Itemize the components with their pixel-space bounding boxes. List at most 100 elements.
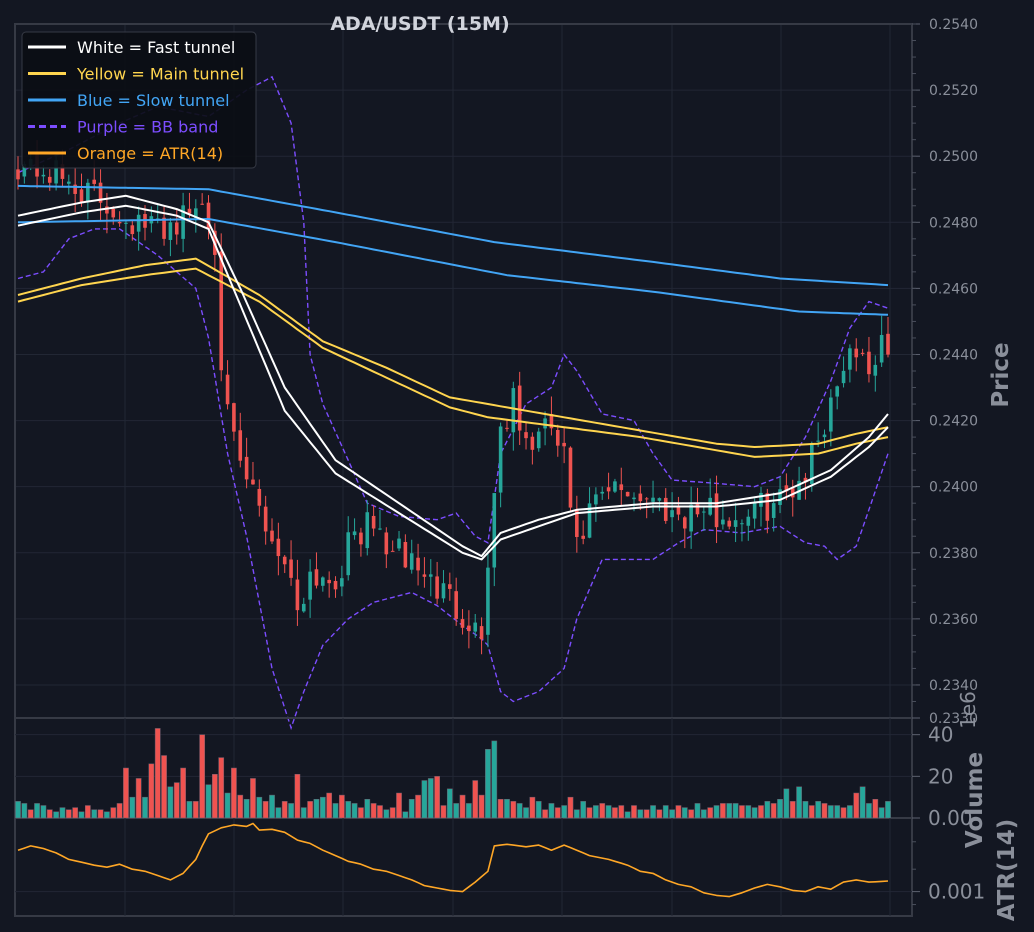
volume-bar: [847, 805, 853, 819]
volume-bar: [694, 803, 701, 819]
atr-line: [17, 822, 889, 898]
volume-bar: [110, 807, 117, 819]
candle: [460, 609, 465, 635]
candle-body: [187, 208, 192, 214]
candle: [467, 610, 471, 649]
candle-body: [238, 430, 243, 461]
candle: [657, 497, 662, 512]
candle-body: [473, 622, 478, 632]
candle-body: [79, 189, 84, 203]
candle-body: [327, 579, 331, 584]
candle-body: [638, 493, 643, 502]
fast-tunnel-upper-line: [17, 194, 889, 558]
candle-body: [124, 222, 128, 224]
volume-bar: [808, 805, 815, 819]
candle: [181, 192, 185, 253]
candle: [409, 539, 414, 574]
legend: White = Fast tunnel Yellow = Main tunnel B…: [21, 31, 257, 169]
candle-body: [498, 426, 503, 493]
volume-bar: [78, 811, 85, 819]
volume-bar: [485, 749, 491, 819]
volume-bar: [618, 805, 625, 819]
volume-bar: [631, 805, 637, 819]
candle-body: [263, 506, 268, 532]
volume-bars: [15, 728, 891, 819]
candle-body: [867, 351, 871, 375]
volume-bar: [859, 786, 866, 819]
candle-body: [371, 515, 376, 529]
volume-bar: [554, 807, 561, 819]
volume-bar: [402, 811, 409, 819]
candle: [321, 576, 325, 592]
volume-bar: [440, 805, 447, 819]
price-axis: 0.2540 0.2520 0.2500 0.2480 0.2460 0.2440 0.24…: [912, 17, 978, 727]
candle-body: [657, 498, 662, 501]
candle-body: [467, 625, 471, 631]
volume-bar: [878, 807, 885, 819]
candle: [340, 565, 344, 597]
volume-bar: [408, 799, 415, 819]
candle-body: [390, 550, 395, 552]
volume-bar: [827, 805, 834, 819]
volume-axis: 0.00 20 40: [912, 723, 973, 830]
volume-bar: [364, 799, 371, 819]
candle-body: [174, 222, 179, 235]
candle: [378, 509, 382, 531]
volume-bar: [161, 755, 167, 819]
price-tick-label-6: 0.2420: [929, 414, 978, 430]
volume-bar: [85, 805, 91, 819]
slow-tunnel-upper-line: [17, 184, 889, 287]
candle: [784, 473, 789, 501]
candle-body: [809, 443, 814, 485]
volume-bar: [142, 796, 148, 819]
volume-bar: [262, 801, 269, 819]
volume-bar: [300, 807, 307, 819]
candle-body: [111, 208, 116, 218]
volume-bar: [389, 807, 396, 819]
candle: [867, 336, 871, 383]
volume-bar: [173, 782, 180, 819]
volume-bar: [497, 799, 504, 819]
candle: [333, 576, 338, 598]
volume-bar: [637, 809, 644, 819]
candle-body: [790, 488, 795, 498]
candle-body: [67, 181, 71, 184]
candle: [568, 446, 573, 512]
candle-body: [778, 489, 782, 505]
candle: [689, 486, 693, 549]
volume-bar: [529, 796, 536, 819]
candle-body: [365, 512, 370, 549]
candle: [263, 495, 268, 545]
candle-body: [759, 492, 763, 507]
candle-body: [340, 578, 344, 587]
candle-body: [663, 497, 668, 521]
candle-body: [86, 182, 90, 203]
price-tick-label-10: 0.2340: [929, 678, 978, 694]
volume-bar: [643, 809, 650, 819]
candle: [886, 317, 890, 358]
candle-body: [530, 436, 535, 450]
candle-body: [98, 182, 103, 203]
candle-body: [47, 176, 52, 183]
candle-body: [232, 403, 236, 432]
volume-bar: [294, 774, 301, 819]
candle-body: [682, 517, 687, 529]
candle-body: [117, 221, 122, 224]
candle-body: [702, 511, 706, 513]
volume-bar: [542, 809, 548, 819]
volume-bar: [853, 792, 860, 819]
candle: [136, 206, 141, 251]
candle: [498, 422, 503, 508]
price-tick-label-1: 0.2520: [929, 83, 978, 99]
candle: [803, 472, 808, 500]
volume-bar: [662, 805, 669, 819]
volume-bar: [199, 734, 206, 819]
candle: [67, 174, 71, 195]
candle: [625, 491, 630, 497]
candle-body: [505, 427, 509, 429]
candle-body: [301, 603, 306, 612]
volume-bar: [466, 803, 472, 819]
candle-body: [219, 251, 224, 371]
candle: [371, 505, 376, 537]
